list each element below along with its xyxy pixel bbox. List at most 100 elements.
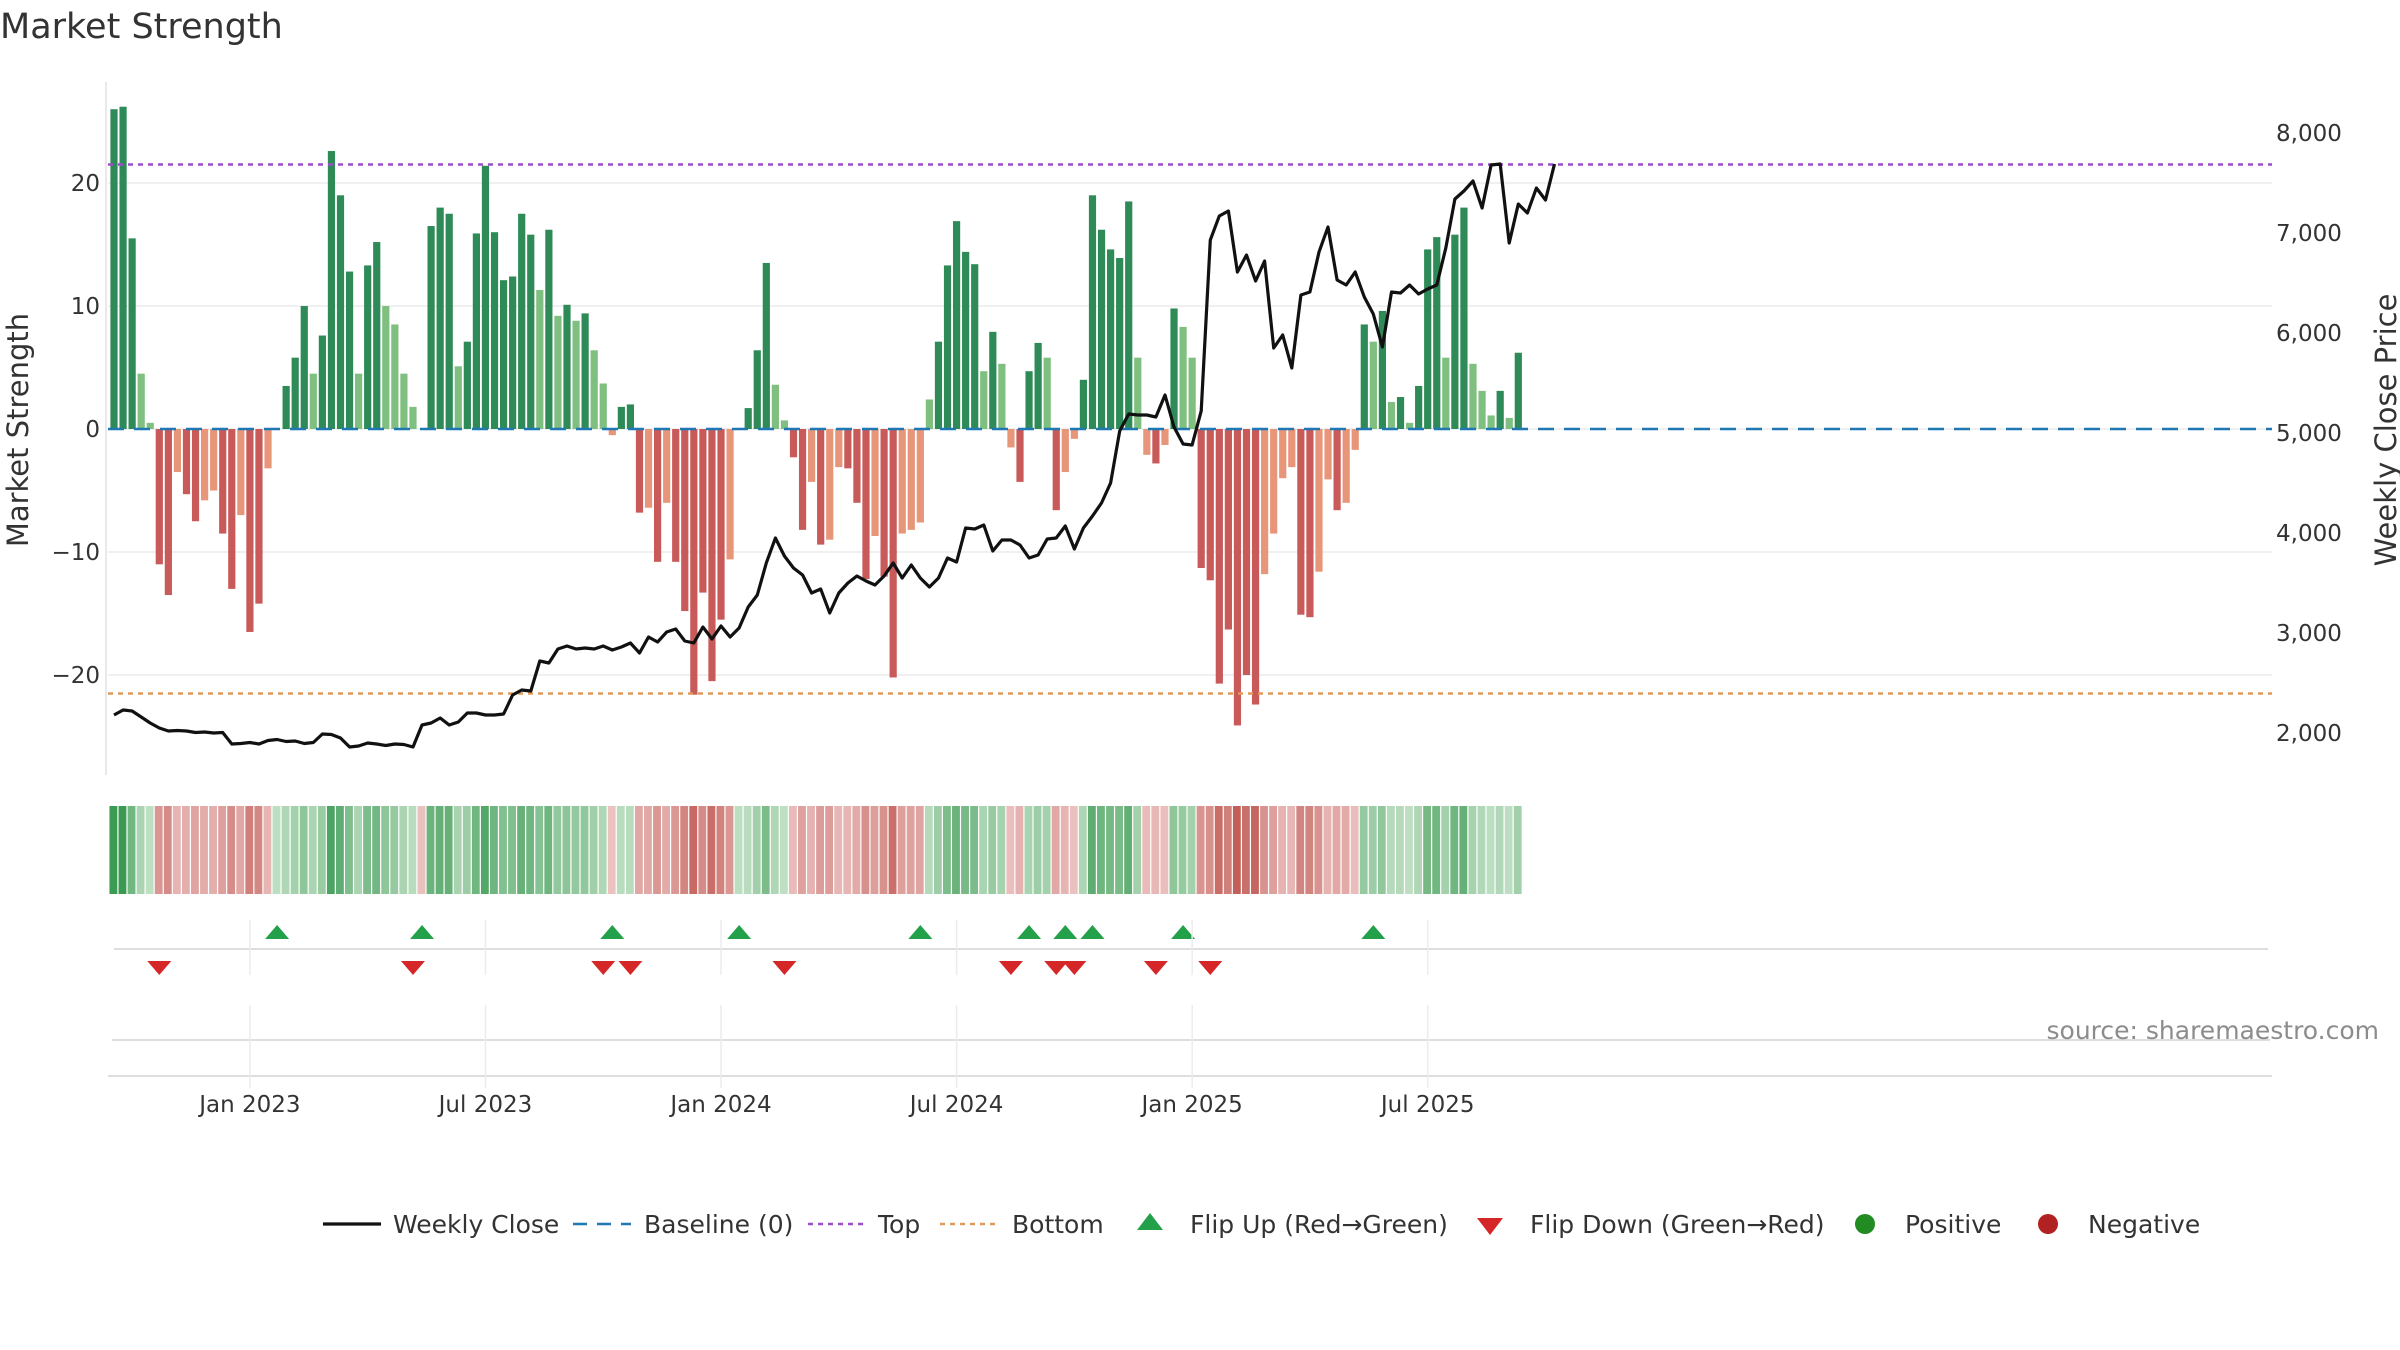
strip-cell bbox=[752, 806, 761, 894]
strength-bar bbox=[608, 429, 616, 436]
strength-bar bbox=[164, 429, 172, 596]
strip-cell bbox=[1278, 806, 1287, 894]
x-tick-label: Jan 2024 bbox=[668, 1092, 771, 1118]
color-strip bbox=[109, 806, 1522, 894]
strength-bar bbox=[445, 213, 453, 429]
right-tick-label: 4,000 bbox=[2276, 521, 2342, 547]
strip-cell bbox=[1486, 806, 1495, 894]
strip-cell bbox=[363, 806, 372, 894]
legend-flip-down-marker bbox=[1477, 1218, 1503, 1235]
strength-bar bbox=[1496, 390, 1504, 429]
strength-bar bbox=[146, 422, 154, 429]
strength-bar bbox=[626, 404, 635, 429]
strip-cell bbox=[308, 806, 317, 894]
strength-bar bbox=[889, 429, 897, 678]
strip-cell bbox=[1477, 806, 1486, 894]
strength-bar bbox=[1242, 429, 1251, 675]
strip-cell bbox=[290, 806, 299, 894]
strip-cell bbox=[1513, 806, 1522, 894]
strength-bar bbox=[789, 429, 798, 458]
strength-bar bbox=[563, 304, 571, 429]
strip-cell bbox=[263, 806, 272, 894]
strip-cell bbox=[1414, 806, 1422, 894]
strength-bar bbox=[391, 324, 399, 429]
strip-cell bbox=[779, 806, 788, 894]
strip-cell bbox=[816, 806, 825, 894]
strip-cell bbox=[1205, 806, 1214, 894]
strength-bar bbox=[1034, 342, 1042, 429]
chart-title: Market Strength bbox=[0, 7, 283, 47]
strip-cell bbox=[499, 806, 507, 894]
strip-cell bbox=[535, 806, 544, 894]
strip-cell bbox=[1296, 806, 1305, 894]
strip-cell bbox=[671, 806, 680, 894]
legend-positive-dot bbox=[1855, 1214, 1875, 1234]
strip-cell bbox=[933, 806, 942, 894]
strip-cell bbox=[1160, 806, 1169, 894]
strip-cell bbox=[299, 806, 308, 894]
flip-up-marker bbox=[265, 925, 290, 939]
strength-bar bbox=[1251, 429, 1260, 705]
strip-cell bbox=[1314, 806, 1323, 894]
strength-bar bbox=[853, 429, 861, 503]
strip-cell bbox=[607, 806, 616, 894]
strength-bar bbox=[400, 373, 408, 429]
strength-bar bbox=[264, 429, 272, 469]
strength-bar bbox=[1079, 379, 1088, 429]
strip-cell bbox=[1106, 806, 1114, 894]
strip-cell bbox=[1386, 806, 1395, 894]
left-tick-label: −20 bbox=[51, 663, 100, 689]
strength-bar bbox=[826, 429, 834, 540]
strength-bar bbox=[717, 429, 725, 620]
strength-bar bbox=[128, 238, 136, 429]
strip-cell bbox=[1187, 806, 1196, 894]
strip-cell bbox=[480, 806, 489, 894]
x-axis-ticks: Jan 2023 Jul 2023 Jan 2024 Jul 2024 Jan 2025… bbox=[197, 1092, 1474, 1118]
strength-bar bbox=[1424, 249, 1432, 429]
strength-bar bbox=[182, 429, 191, 495]
strength-bar bbox=[771, 384, 779, 429]
flip-up-marker bbox=[1080, 925, 1105, 939]
strength-bar bbox=[681, 429, 689, 612]
strength-bar bbox=[581, 313, 589, 429]
strength-bar bbox=[1478, 390, 1486, 429]
flip-down-marker bbox=[1062, 961, 1087, 975]
strength-bar bbox=[690, 429, 698, 695]
strip-cell bbox=[390, 806, 399, 894]
strength-bar bbox=[536, 290, 544, 429]
strength-bar bbox=[1351, 429, 1359, 450]
strength-bar bbox=[925, 399, 933, 429]
strength-bar bbox=[1342, 429, 1350, 503]
strip-cell bbox=[453, 806, 462, 894]
x-tick-label: Jul 2023 bbox=[437, 1092, 533, 1118]
strength-bar bbox=[509, 276, 517, 429]
strength-bar bbox=[237, 429, 245, 516]
strip-cell bbox=[743, 806, 752, 894]
weekly-close-line bbox=[113, 162, 1557, 749]
strength-bar bbox=[1451, 234, 1459, 429]
legend-bottom-label: Bottom bbox=[1012, 1210, 1104, 1239]
legend-flip-down-label: Flip Down (Green→Red) bbox=[1530, 1210, 1825, 1239]
strength-bar bbox=[780, 420, 789, 429]
strength-bar bbox=[907, 429, 915, 530]
strength-bar bbox=[355, 373, 363, 429]
strip-cell bbox=[1432, 806, 1441, 894]
strip-cell bbox=[462, 806, 471, 894]
flip-down-marker bbox=[1143, 961, 1168, 975]
strength-bar bbox=[409, 406, 417, 429]
strip-cell bbox=[1124, 806, 1133, 894]
strength-bar bbox=[436, 207, 444, 429]
strip-cell bbox=[181, 806, 190, 894]
strength-bar bbox=[672, 429, 680, 562]
strength-bar bbox=[962, 251, 970, 429]
strength-bar bbox=[590, 350, 598, 429]
strip-cell bbox=[1060, 806, 1069, 894]
strip-cell bbox=[408, 806, 417, 894]
strip-cell bbox=[906, 806, 915, 894]
strip-cell bbox=[209, 806, 217, 894]
strength-bar bbox=[835, 429, 843, 468]
strength-bar bbox=[1134, 357, 1142, 429]
strip-cell bbox=[1051, 806, 1060, 894]
strip-cell bbox=[200, 806, 208, 894]
flip-up-marker bbox=[600, 925, 625, 939]
